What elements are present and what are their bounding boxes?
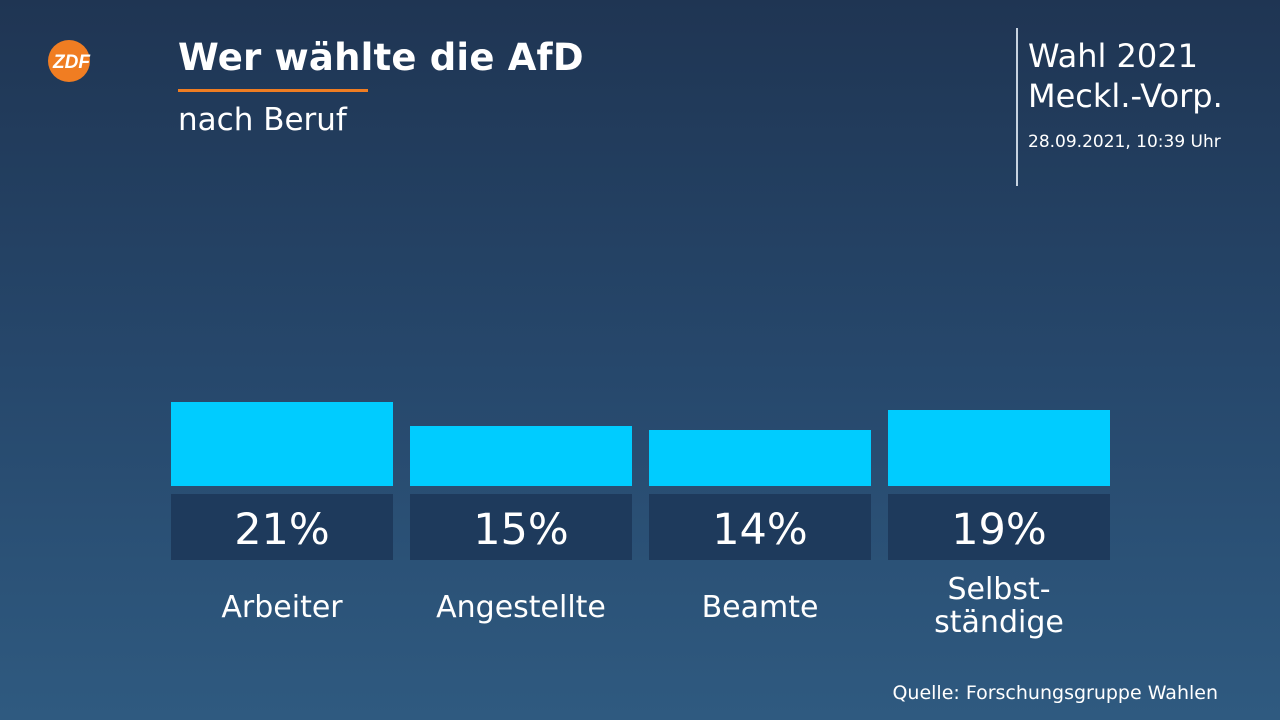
election-info: Wahl 2021 Meckl.-Vorp.: [1028, 36, 1223, 116]
timestamp: 28.09.2021, 10:39 Uhr: [1028, 132, 1221, 152]
title-underline: [178, 89, 368, 92]
election-region: Meckl.-Vorp.: [1028, 77, 1223, 115]
bar-3: [888, 410, 1110, 486]
value-label-3: 19%: [951, 505, 1047, 555]
category-label-0: Arbeiter: [221, 590, 343, 625]
bar-2: [649, 430, 871, 486]
value-label-0: 21%: [234, 505, 330, 555]
election-name: Wahl 2021: [1028, 37, 1198, 75]
category-label-1: Angestellte: [436, 590, 606, 625]
value-box-0: [171, 494, 393, 560]
bar-0: [171, 402, 393, 486]
category-label-3-1: ständige: [934, 605, 1064, 640]
zdf-logo-text: ZDF: [52, 52, 91, 73]
bar-1: [410, 426, 632, 486]
zdf-logo: ZDF: [48, 40, 91, 82]
source-note: Quelle: Forschungsgruppe Wahlen: [892, 682, 1218, 704]
value-box-1: [410, 494, 632, 560]
category-label-2: Beamte: [702, 590, 819, 625]
info-divider: [1016, 28, 1018, 186]
page-title: Wer wählte die AfD: [178, 36, 584, 79]
page-subtitle: nach Beruf: [178, 102, 347, 138]
value-box-3: [888, 494, 1110, 560]
value-label-2: 14%: [712, 505, 808, 555]
category-label-3-0: Selbst-: [947, 572, 1050, 607]
zdf-logo-circle: [48, 40, 90, 82]
value-label-1: 15%: [473, 505, 569, 555]
value-box-2: [649, 494, 871, 560]
